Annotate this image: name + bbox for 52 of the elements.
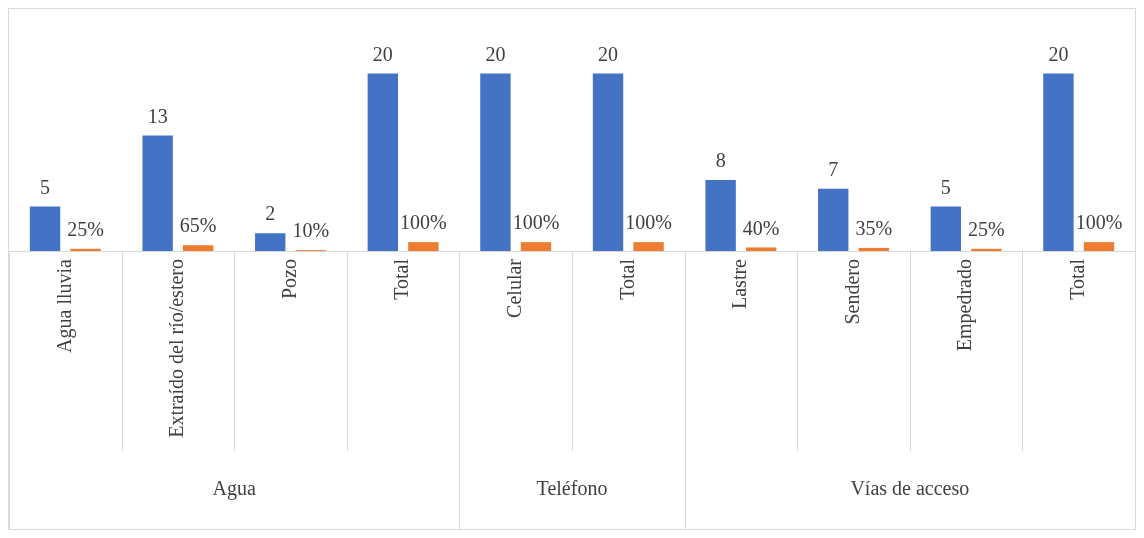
bar (705, 179, 736, 251)
bar (408, 242, 439, 251)
data-label: 20 (372, 42, 393, 65)
text: Teléfono (536, 477, 608, 500)
data-label: 7 (828, 158, 839, 181)
data-label: 40% (742, 216, 780, 239)
x-tick-label: Empedrado (953, 259, 977, 352)
x-tick-label: Pozo (277, 259, 300, 299)
bar (592, 73, 624, 251)
data-label: 25% (67, 218, 104, 241)
bar (255, 233, 286, 251)
bar (1083, 242, 1115, 251)
data-label: 20 (598, 42, 619, 65)
bar (182, 245, 214, 251)
x-tick-label: Total (615, 258, 638, 300)
bar (1043, 73, 1074, 251)
data-label: 13 (147, 104, 168, 127)
data-label: 5 (40, 175, 51, 198)
data-label: 100% (400, 211, 447, 234)
data-label: 5 (940, 175, 951, 198)
data-label: 100% (1075, 211, 1123, 234)
x-tick-label: Lastre (728, 258, 751, 309)
bar (29, 206, 61, 251)
data-label: 100% (625, 211, 672, 234)
data-label: 100% (512, 211, 560, 234)
bar (930, 206, 962, 251)
text: Agua (212, 477, 256, 501)
x-tick-label: Total (390, 258, 413, 300)
bar (367, 73, 399, 251)
text: Vías de acceso (850, 477, 970, 500)
bar (520, 242, 552, 251)
bar (745, 247, 777, 251)
x-tick-label: Total (1065, 258, 1088, 300)
x-tick-label: Sendero (840, 259, 863, 325)
x-tick-label: Agua lluvia (52, 258, 76, 353)
bar (858, 247, 889, 251)
bar (480, 73, 511, 251)
data-label: 8 (715, 149, 726, 172)
x-tick-label: Celular (502, 258, 525, 318)
data-label: 20 (485, 42, 506, 65)
bar (971, 248, 1002, 251)
data-label: 2 (265, 202, 276, 225)
bar (70, 248, 101, 251)
bar (142, 135, 173, 251)
data-label: 10% (292, 219, 330, 242)
bar (818, 188, 849, 251)
bar (633, 242, 664, 251)
data-label: 25% (968, 218, 1005, 241)
data-label: 65% (179, 214, 217, 237)
data-label: 20 (1048, 42, 1069, 65)
x-tick-label: Extraído del río/estero (165, 259, 188, 438)
data-label: 35% (855, 217, 893, 240)
